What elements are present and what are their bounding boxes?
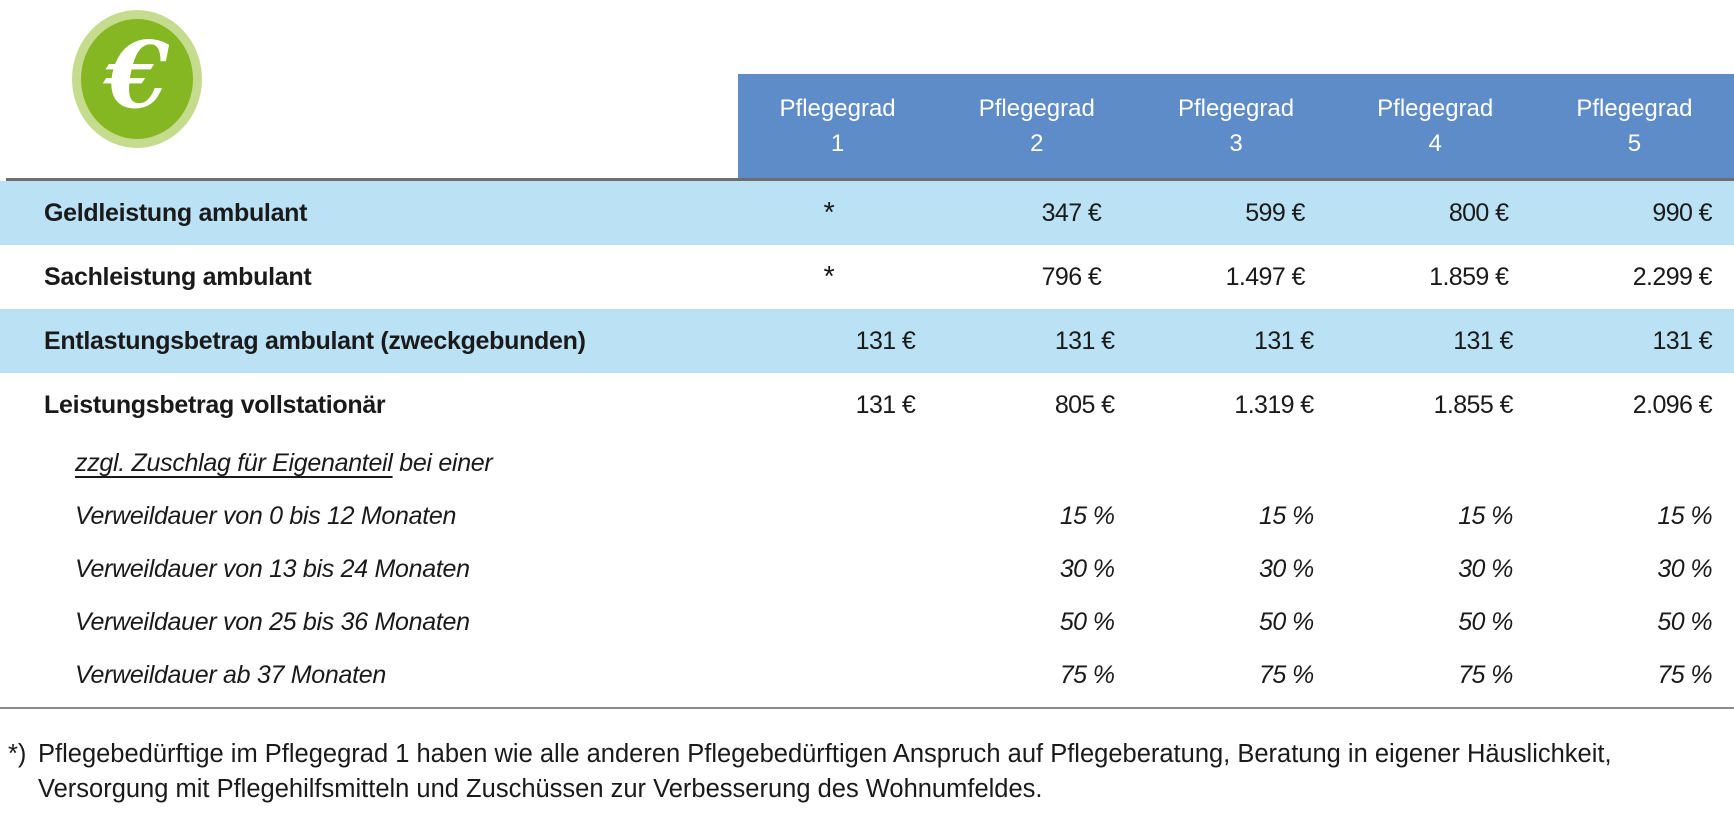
column-header-number: 5 — [1627, 129, 1642, 157]
value-cell: 15 % — [1657, 502, 1713, 530]
value-cell: 990 € — [1652, 198, 1712, 227]
value-cell: 1.497 € — [1225, 262, 1306, 291]
column-header-number: 4 — [1428, 129, 1442, 157]
column-header-number: 2 — [1030, 129, 1044, 157]
table-row-verweildauer-ab-37: Verweildauer ab 37 Monaten 75 % 75 % 75 … — [0, 649, 1734, 702]
table-bottom-border — [0, 707, 1734, 709]
value-cell: 796 € — [1041, 262, 1102, 291]
column-header-label: Pflegegrad — [978, 94, 1095, 122]
value-cell: 131 € — [1254, 326, 1314, 355]
value-cell: 2.096 € — [1632, 390, 1713, 419]
column-header-label: Pflegegrad — [779, 94, 896, 122]
value-cell: 1.859 € — [1429, 262, 1509, 291]
footnote: *) Pflegebedürftige im Pflegegrad 1 habe… — [8, 737, 1638, 807]
value-cell: 347 € — [1041, 198, 1102, 227]
column-header-pflegegrad-4: Pflegegrad 4 — [1336, 74, 1535, 178]
euro-symbol: € — [104, 21, 169, 129]
column-header-pflegegrad-5: Pflegegrad 5 — [1535, 74, 1734, 178]
footnote-text: Pflegebedürftige im Pflegegrad 1 haben w… — [38, 740, 1612, 803]
row-label: Leistungsbetrag vollstationär — [44, 390, 386, 419]
table-row-zuschlag-header: zzgl. Zuschlag für Eigenanteil bei einer — [0, 437, 1734, 490]
row-label: Entlastungsbetrag ambulant (zweckgebunde… — [44, 326, 586, 355]
column-header-pflegegrad-1: Pflegegrad 1 — [738, 74, 937, 178]
table-column-headers: Pflegegrad 1 Pflegegrad 2 Pflegegrad 3 P… — [738, 74, 1734, 178]
value-cell: 50 % — [1458, 608, 1513, 636]
value-cell: 50 % — [1259, 608, 1314, 636]
value-cell: 131 € — [855, 326, 916, 355]
value-cell: 15 % — [1259, 502, 1314, 530]
value-cell: 131 € — [1652, 326, 1713, 355]
value-cell: 30 % — [1657, 555, 1713, 583]
table-body: Geldleistung ambulant * 347 € 599 € 800 … — [0, 181, 1734, 702]
column-header-label: Pflegegrad — [1177, 94, 1295, 122]
value-cell: 30 % — [1458, 555, 1513, 583]
table-row-geldleistung: Geldleistung ambulant * 347 € 599 € 800 … — [0, 181, 1734, 245]
value-cell: 800 € — [1448, 198, 1509, 227]
table-row-verweildauer-13-24: Verweildauer von 13 bis 24 Monaten 30 % … — [0, 543, 1734, 596]
value-cell: 15 % — [1458, 502, 1513, 530]
row-label: Sachleistung ambulant — [44, 262, 312, 291]
value-cell: 75 % — [1657, 661, 1713, 689]
value-cell: 1.319 € — [1234, 390, 1314, 419]
value-cell: 50 % — [1059, 608, 1115, 636]
underlined-label-part: zzgl. Zuschlag für Eigenanteil — [75, 449, 393, 477]
value-cell: 131 € — [1453, 326, 1513, 355]
value-cell: 599 € — [1245, 198, 1305, 227]
value-cell: 75 % — [1458, 661, 1513, 689]
column-header-pflegegrad-2: Pflegegrad 2 — [937, 74, 1136, 178]
table-top-border — [6, 178, 1734, 181]
value-cell: 30 % — [1059, 555, 1115, 583]
row-label: Verweildauer von 0 bis 12 Monaten — [75, 502, 457, 530]
column-header-number: 1 — [830, 129, 845, 157]
footnote-marker: *) — [8, 740, 27, 768]
row-label: Verweildauer von 25 bis 36 Monaten — [75, 608, 470, 636]
euro-icon-inner: € — [81, 19, 193, 139]
value-cell: 75 % — [1259, 661, 1314, 689]
table-row-entlastungsbetrag: Entlastungsbetrag ambulant (zweckgebunde… — [0, 309, 1734, 373]
table-row-leistungsbetrag: Leistungsbetrag vollstationär 131 € 805 … — [0, 373, 1734, 437]
column-header-number: 3 — [1229, 129, 1243, 157]
value-cell: 131 € — [1054, 326, 1115, 355]
row-label: Geldleistung ambulant — [44, 198, 308, 227]
column-header-label: Pflegegrad — [1377, 94, 1494, 122]
row-label: zzgl. Zuschlag für Eigenanteil bei einer — [0, 449, 738, 478]
value-cell: * — [823, 260, 835, 293]
value-cell: 131 € — [855, 390, 916, 419]
row-label: Verweildauer ab 37 Monaten — [75, 661, 386, 689]
value-cell: 15 % — [1059, 502, 1115, 530]
value-cell: 30 % — [1259, 555, 1314, 583]
value-cell: 50 % — [1657, 608, 1713, 636]
value-cell: 1.855 € — [1433, 390, 1514, 419]
column-header-label: Pflegegrad — [1576, 94, 1693, 122]
label-part: bei einer — [392, 449, 493, 477]
value-cell: 805 € — [1054, 390, 1115, 419]
value-cell: * — [823, 196, 835, 229]
table-row-sachleistung: Sachleistung ambulant * 796 € 1.497 € 1.… — [0, 245, 1734, 309]
table-row-verweildauer-25-36: Verweildauer von 25 bis 36 Monaten 50 % … — [0, 596, 1734, 649]
value-cell: 2.299 € — [1632, 262, 1713, 291]
euro-icon: € — [72, 10, 202, 148]
value-cell: 75 % — [1059, 661, 1115, 689]
row-label: Verweildauer von 13 bis 24 Monaten — [75, 555, 470, 583]
table-row-verweildauer-0-12: Verweildauer von 0 bis 12 Monaten 15 % 1… — [0, 490, 1734, 543]
column-header-pflegegrad-3: Pflegegrad 3 — [1136, 74, 1335, 178]
